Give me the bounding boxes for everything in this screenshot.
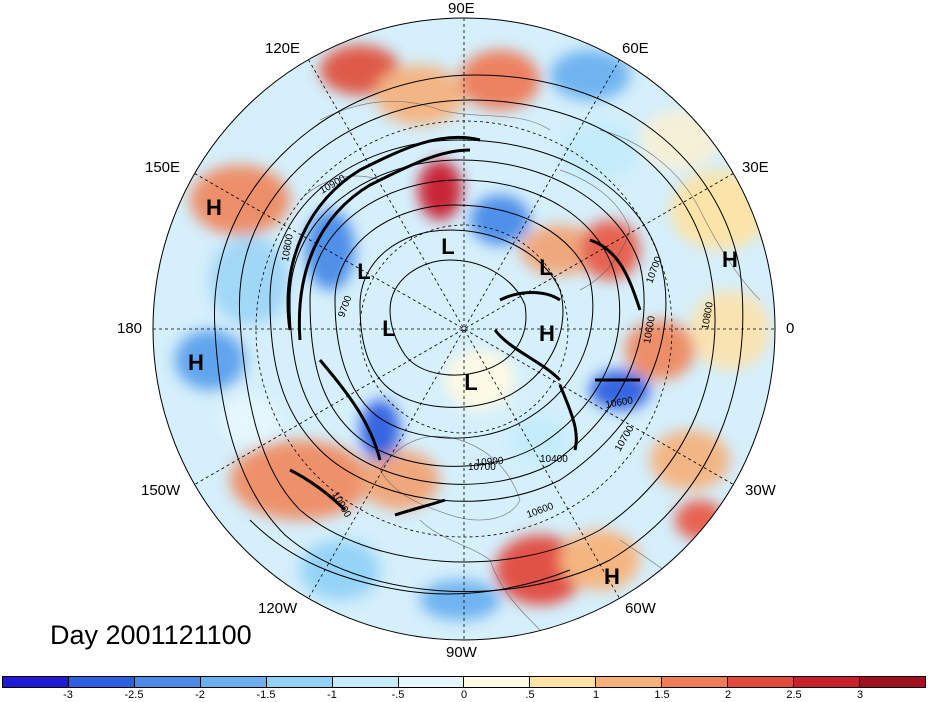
colorbar-tick: .5 xyxy=(525,689,535,701)
colorbar-tick: 0 xyxy=(460,689,468,701)
lon-label-150e: 150E xyxy=(145,159,181,176)
colorbar xyxy=(2,676,926,688)
low-arctic: L xyxy=(382,316,396,341)
high-south-america: H xyxy=(604,564,620,589)
colorbar-tick: 2 xyxy=(724,689,732,701)
colorbar-segment xyxy=(662,677,729,687)
colorbar-segment xyxy=(859,677,925,687)
lon-label-120w: 120W xyxy=(258,600,298,617)
contour-label: 10600 xyxy=(642,315,658,345)
colorbar-tick: -3 xyxy=(63,689,73,701)
lon-label-60e: 60E xyxy=(622,40,649,57)
colorbar-tick: 1 xyxy=(592,689,600,701)
contour-label: 10600 xyxy=(605,395,635,411)
low-hudson: L xyxy=(464,370,478,395)
contour-label: 10400 xyxy=(540,454,568,465)
colorbar-segment xyxy=(68,677,135,687)
contour-label: 10800 xyxy=(280,233,296,263)
colorbar-segment xyxy=(596,677,663,687)
colorbar-segment xyxy=(3,677,69,687)
colorbar-segment xyxy=(332,677,399,687)
low-east-siberia: L xyxy=(357,259,371,284)
lon-label-180: 180 xyxy=(117,320,143,337)
colorbar-segment xyxy=(134,677,201,687)
lon-label-120e: 120E xyxy=(265,40,301,57)
colorbar-tick: -.5 xyxy=(391,689,405,701)
colorbar-segment xyxy=(398,677,465,687)
colorbar-tick: 2.5 xyxy=(786,689,802,701)
colorbar-tick: 3 xyxy=(856,689,864,701)
date-title: Day 2001121100 xyxy=(50,620,252,650)
lon-label-30w: 30W xyxy=(745,482,776,499)
lon-label-60w: 60W xyxy=(625,600,656,617)
high-greenland: H xyxy=(539,321,555,346)
colorbar-tick: -1.5 xyxy=(256,689,276,701)
high-150e: H xyxy=(206,195,222,220)
colorbar-tick: -2 xyxy=(195,689,205,701)
colorbar-segment xyxy=(530,677,597,687)
lon-label-0: 0 xyxy=(786,320,795,337)
colorbar-tick: -1 xyxy=(327,689,337,701)
jet-isotachs xyxy=(286,135,642,517)
lon-label-150w: 150W xyxy=(141,482,181,499)
contour-label: 10700 xyxy=(468,462,496,473)
colorbar-segment xyxy=(200,677,267,687)
colorbar-segment xyxy=(464,677,531,687)
low-scandinavia: L xyxy=(539,255,553,280)
contour-label: 10800 xyxy=(700,301,716,331)
colorbar-tick: -2.5 xyxy=(124,689,144,701)
anomaly-field xyxy=(153,18,775,640)
high-europe: H xyxy=(722,247,738,272)
lon-label-90w: 90W xyxy=(446,644,477,661)
colorbar-segment xyxy=(266,677,333,687)
low-siberia: L xyxy=(441,234,455,259)
graticule xyxy=(153,18,775,640)
colorbar-segment xyxy=(728,677,795,687)
lon-label-30e: 30E xyxy=(742,159,769,176)
colorbar-tick: 1.5 xyxy=(654,689,670,701)
lon-label-90e: 90E xyxy=(448,0,475,17)
colorbar-segment xyxy=(794,677,860,687)
contour-label: 10900 xyxy=(475,456,504,469)
high-180: H xyxy=(188,350,204,375)
